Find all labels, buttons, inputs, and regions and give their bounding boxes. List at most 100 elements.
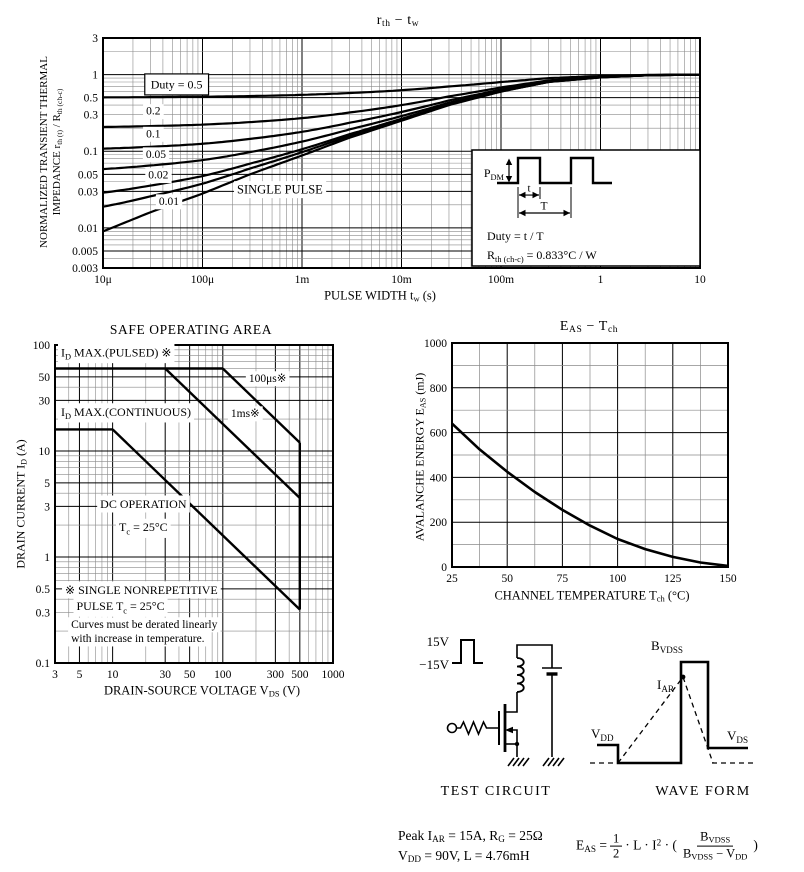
y-tick-label: 0.1 <box>84 146 99 158</box>
formula-bv-den: BVDSS − VDD <box>682 846 748 862</box>
y-tick-label: 1 <box>44 552 50 564</box>
y-tick-label: 0.01 <box>78 223 98 235</box>
y-tick-label: 0.5 <box>84 93 99 105</box>
eas-chart: 25 50 75 100 125 150 0 200 400 600 800 1000 <box>424 338 737 585</box>
y-tick-label: 0.5 <box>36 584 51 596</box>
gate-pulse-glyph <box>452 639 483 664</box>
y-tick-label: 0.05 <box>78 169 98 181</box>
waveform-diagram: BVDSS IAR VDD VDS <box>590 638 753 765</box>
soa-limit-100us <box>221 367 301 444</box>
y-tick-label: 0.1 <box>36 658 51 670</box>
soa-label: Curves must be derated linearly <box>71 619 218 631</box>
x-tick-label: 500 <box>291 669 309 681</box>
soa-y-axis-title: DRAIN CURRENT ID (A) <box>13 439 29 569</box>
thermal-curve-label: 0.1 <box>146 128 161 140</box>
thermal-y-axis-title-line1: NORMALIZED TRANSIENT THERMAL <box>38 56 51 248</box>
formula-bv-num: BVDSS <box>697 830 734 847</box>
iar-label: IAR <box>657 677 675 694</box>
eas-y-axis-title: AVALANCHE ENERGY EAS (mJ) <box>412 372 428 542</box>
y-tick-label: 0.3 <box>84 110 99 122</box>
formula-half-den: 2 <box>612 846 620 861</box>
x-tick-label: 100 <box>609 573 627 585</box>
y-tick-label: 10 <box>39 446 51 458</box>
y-tick-label: 100 <box>33 340 51 352</box>
thermal-curve-label: 0.05 <box>146 149 166 161</box>
x-tick-label: 300 <box>267 669 285 681</box>
x-tick-label: 1 <box>598 274 604 286</box>
eas-formula: EAS = 1 2 · L · I2 · ( BVDSS BVDSS − VDD… <box>576 830 758 863</box>
x-tick-label: 125 <box>664 573 682 585</box>
eas-x-axis-title: CHANNEL TEMPERATURE Tch (°C) <box>494 588 690 604</box>
soa-label: PULSE Tc = 25°C <box>76 599 164 615</box>
x-tick-label: 1m <box>295 274 310 286</box>
soa-label: ID MAX.(PULSED) ※ <box>61 345 171 361</box>
soa-limit-1ms <box>164 367 301 499</box>
x-tick-label: 30 <box>159 669 171 681</box>
thermal-curve-label: 0.2 <box>146 106 161 118</box>
y-tick-label: 600 <box>430 428 448 440</box>
conditions-line-1: Peak IAR = 15A, RG = 25Ω <box>398 827 543 845</box>
x-tick-label: 10 <box>107 669 119 681</box>
formula-half-fraction: 1 2 <box>609 831 623 861</box>
test-circuit-diagram: 15V −15V <box>419 634 565 767</box>
y-tick-label: 0.005 <box>72 246 98 258</box>
thermal-curve-label: Duty = 0.5 <box>151 77 203 91</box>
x-tick-label: 50 <box>501 573 513 585</box>
thermal-chart-title: rth − tw <box>376 12 420 30</box>
input-terminal <box>446 722 458 734</box>
x-tick-label: 5 <box>77 669 83 681</box>
soa-label: with increase in temperature. <box>71 633 205 645</box>
thermal-y-axis-title-line2: IMPEDANCE rth (t) / Rth (ch-c) <box>51 88 64 216</box>
y-tick-label: 30 <box>39 395 51 407</box>
thermal-x-axis-title: PULSE WIDTH tw (s) <box>324 288 436 304</box>
inset-duty-equation: Duty = t / T <box>487 229 544 243</box>
thermal-curve-label: SINGLE PULSE <box>237 183 323 197</box>
inset-t-label: t <box>527 183 530 195</box>
x-tick-label: 100 <box>214 669 232 681</box>
formula-bv-fraction: BVDSS BVDSS − VDD <box>680 830 750 863</box>
eas-curve <box>451 422 729 568</box>
y-tick-label: 50 <box>39 372 51 384</box>
eas-chart-title: EAS − Tch <box>559 318 619 336</box>
thermal-curve-label: 0.02 <box>148 170 168 182</box>
x-tick-label: 150 <box>719 573 737 585</box>
x-tick-label: 75 <box>557 573 569 585</box>
formula-close: ) <box>753 838 758 853</box>
y-tick-label: 0.003 <box>72 263 98 275</box>
soa-chart: 3 5 10 30 50 100 300 500 1000 100 50 30 10 5 3 1 0.5 0.3 0… <box>33 340 345 681</box>
y-tick-label: 1000 <box>424 338 447 350</box>
inset-box <box>471 149 701 267</box>
gate-high-label: 15V <box>427 634 450 649</box>
y-tick-label: 0.03 <box>78 186 98 198</box>
y-tick-label: 800 <box>430 383 448 395</box>
inset-T-label: T <box>540 201 547 213</box>
soa-label: DC OPERATION <box>100 497 187 511</box>
pulse-train-glyph <box>497 156 612 185</box>
thermal-curve-label: 0.01 <box>159 196 179 208</box>
curve-duty-0.01 <box>102 73 700 208</box>
formula-half-num: 1 <box>609 831 623 847</box>
soa-label: ID MAX.(CONTINUOUS) <box>61 405 191 421</box>
x-tick-label: 25 <box>446 573 458 585</box>
waveform-caption: WAVE FORM <box>655 784 751 799</box>
x-tick-label: 10 <box>694 274 706 286</box>
soa-chart-title: SAFE OPERATING AREA <box>109 322 273 337</box>
y-tick-label: 200 <box>430 517 448 529</box>
x-tick-label: 100m <box>488 274 514 286</box>
y-tick-label: 0 <box>441 562 447 574</box>
test-circuit-caption: TEST CIRCUIT <box>440 784 552 799</box>
y-tick-label: 0.3 <box>36 607 51 619</box>
soa-label: Tc = 25°C <box>119 520 168 536</box>
x-tick-label: 100μ <box>191 274 214 286</box>
x-tick-label: 1000 <box>322 669 345 681</box>
x-tick-label: 50 <box>184 669 196 681</box>
bvdss-label: BVDSS <box>651 638 683 655</box>
gate-low-label: −15V <box>419 657 449 672</box>
vdd-label: VDD <box>591 726 614 743</box>
conditions-line-2: VDD = 90V, L = 4.76mH <box>398 847 530 865</box>
soa-dc-operation-limit <box>111 428 301 611</box>
soa-label: ※ SINGLE NONREPETITIVE <box>65 583 218 597</box>
y-tick-label: 3 <box>44 501 50 513</box>
y-tick-label: 5 <box>44 478 50 490</box>
